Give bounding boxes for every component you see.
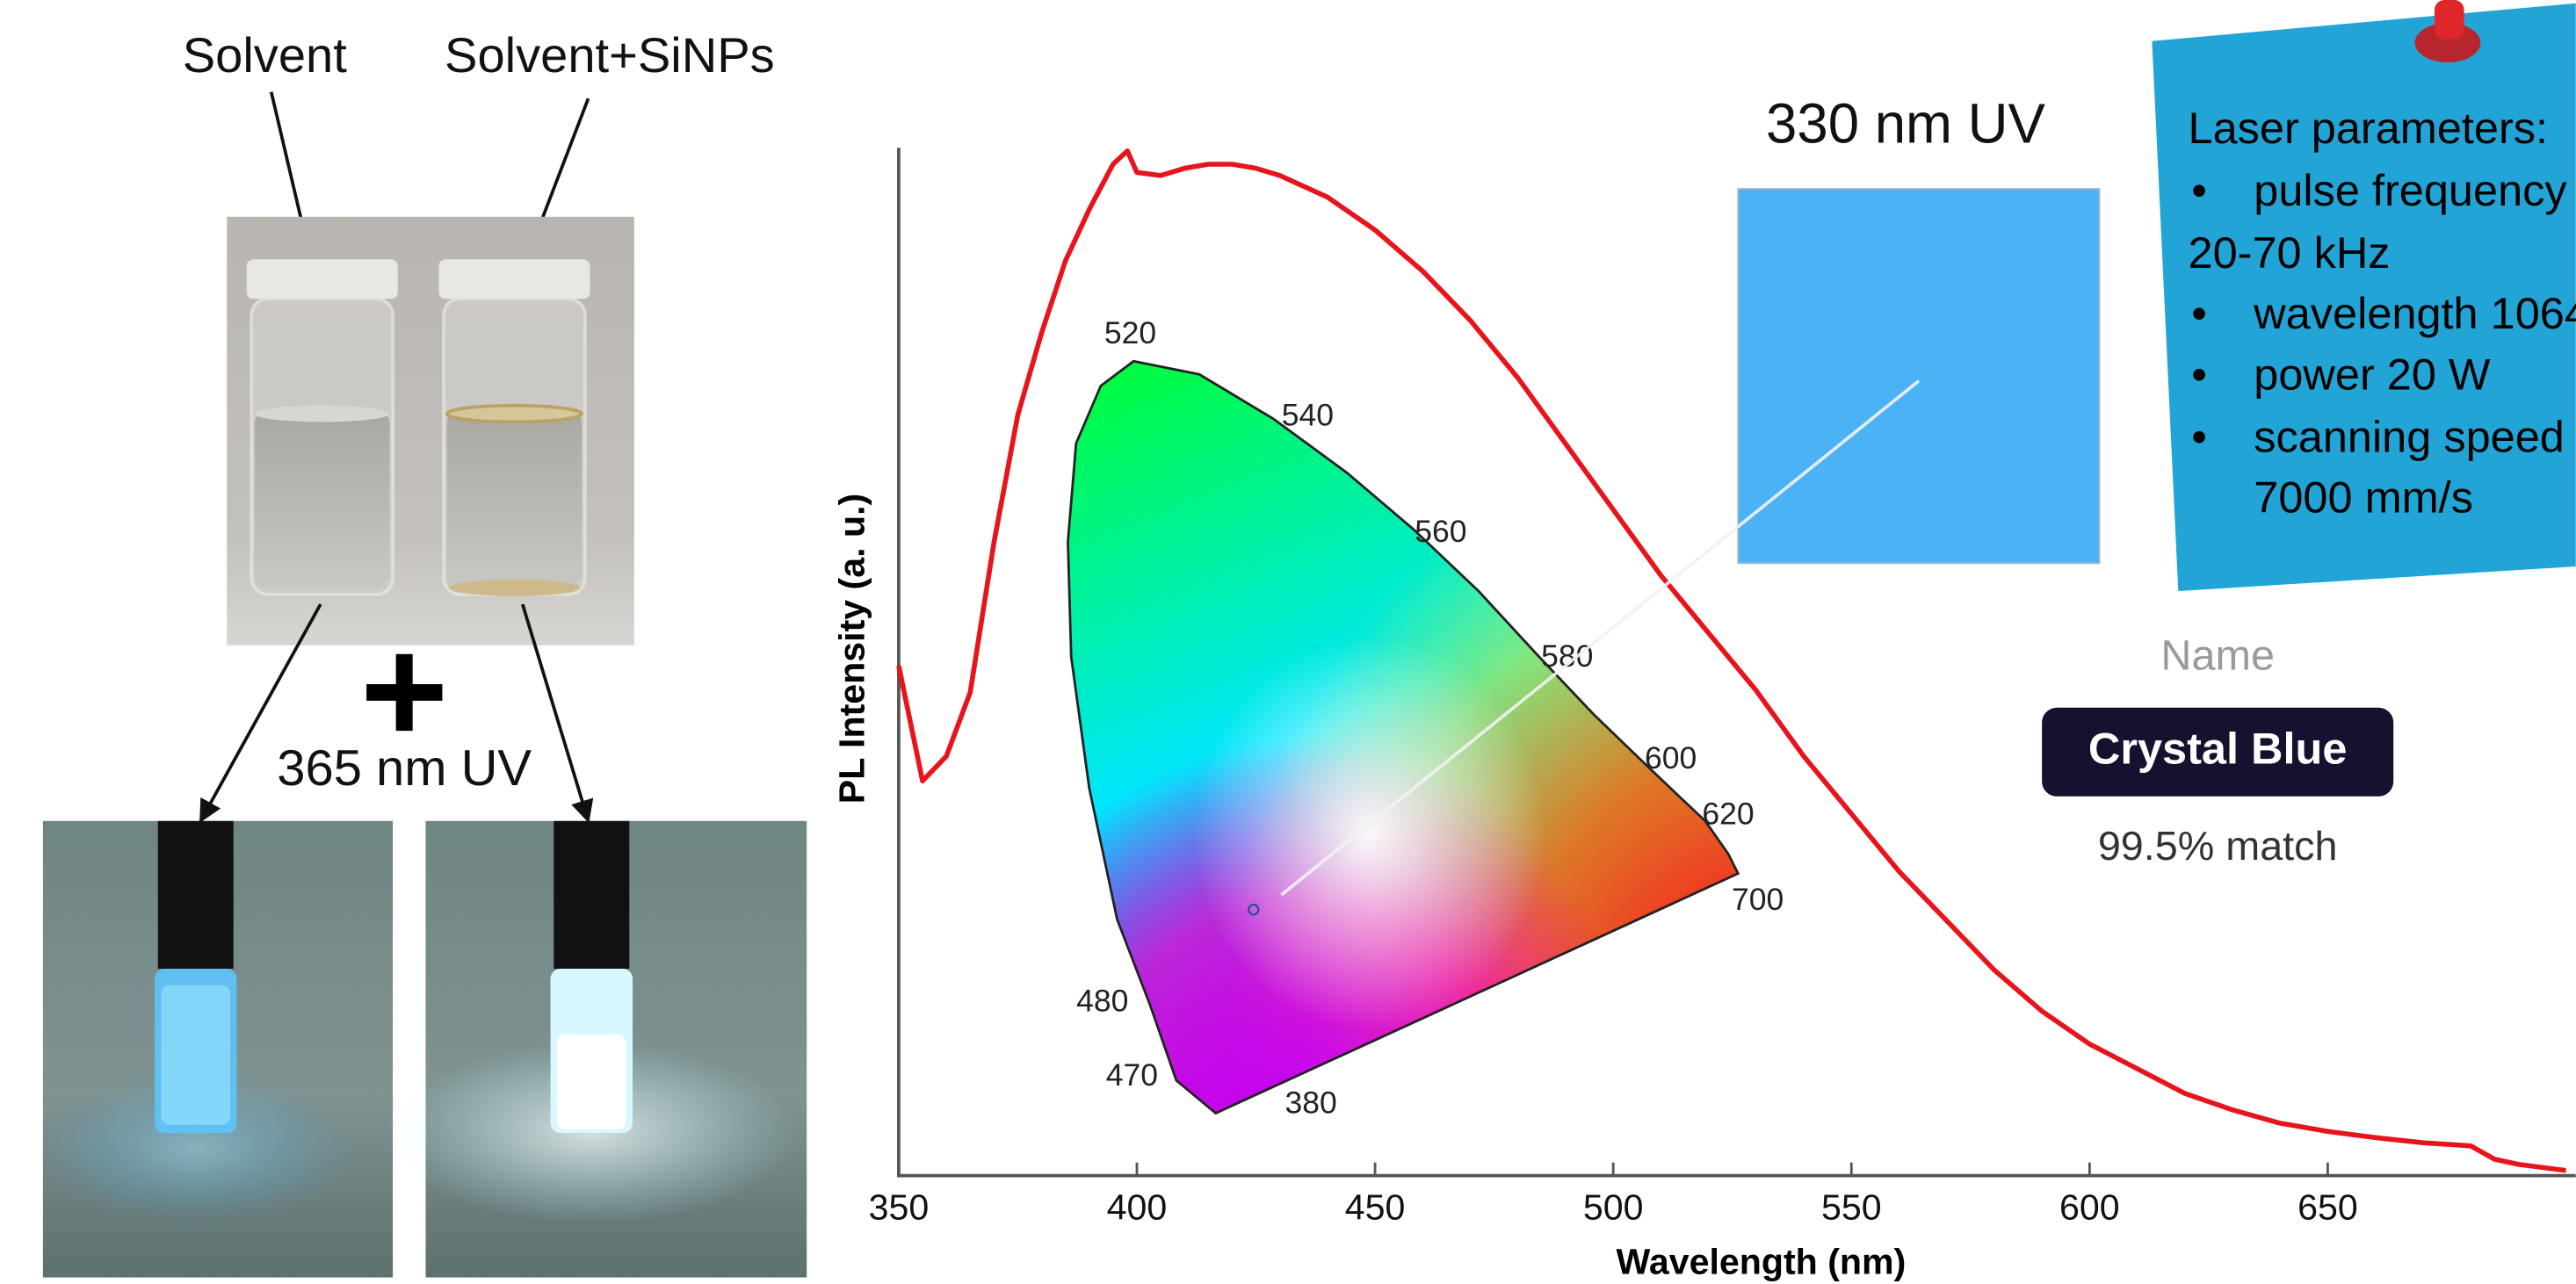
bullet: •	[2191, 349, 2207, 399]
color-match: Name Crystal Blue 99.5% match	[2042, 632, 2394, 869]
note-line: power 20 W	[2254, 349, 2491, 399]
sticky-note: Laser parameters: • pulse frequency 20-7…	[2152, 0, 2576, 592]
arrow	[199, 603, 322, 824]
match-badge	[2042, 707, 2394, 797]
connector-line	[1280, 379, 1921, 897]
uv-inset: 330 nm UV	[1280, 93, 2101, 897]
lamp	[157, 820, 234, 970]
match-score: 99.5% match	[2098, 823, 2338, 869]
vial	[246, 259, 398, 596]
x-tick-label: 550	[1821, 1187, 1882, 1228]
x-tick-label: 400	[1107, 1187, 1168, 1228]
photo-panel: Solvent Solvent+SiNPs + 365 nm UV	[40, 27, 807, 1278]
cie-label: 540	[1282, 397, 1334, 432]
plus-sign: +	[360, 607, 448, 775]
spectrum-chart: PL Intensity (a. u.) Wavelength (nm) 350…	[831, 148, 2576, 1281]
cie-label: 700	[1732, 882, 1784, 917]
pin	[2414, 23, 2481, 63]
x-tick-label: 600	[2059, 1187, 2120, 1228]
bullet: •	[2191, 411, 2207, 461]
note-line: 7000 mm/s	[2254, 472, 2473, 523]
match-name: Crystal Blue	[2088, 724, 2348, 774]
color-point	[1248, 904, 1260, 916]
x-axis-label: Wavelength (nm)	[1617, 1241, 1907, 1281]
note-paper	[2152, 3, 2576, 592]
x-tick-label: 450	[1345, 1187, 1406, 1228]
note-heading: Laser parameters:	[2189, 103, 2549, 153]
spectrum-line	[896, 148, 2566, 1173]
cie-label: 470	[1106, 1057, 1158, 1093]
cie-label: 560	[1415, 514, 1466, 549]
cie-label: 580	[1541, 638, 1593, 674]
cie-label: 620	[1702, 797, 1754, 832]
photo-label: Solvent+SiNPs	[445, 27, 775, 83]
cie-label: 600	[1645, 740, 1697, 775]
inset-title: 330 nm UV	[1766, 93, 2046, 155]
vial	[438, 259, 590, 596]
cie-label: 380	[1285, 1086, 1337, 1121]
x-tick-label: 500	[1583, 1187, 1644, 1228]
bullet: •	[2191, 288, 2207, 338]
cie-label: 520	[1104, 315, 1156, 350]
x-tick-label: 350	[869, 1187, 930, 1228]
note-line: 20-70 kHz	[2189, 227, 2391, 278]
uv-label: 365 nm UV	[277, 740, 532, 797]
photo-label: Solvent	[183, 27, 347, 83]
note-line: wavelength 1064 nm	[2253, 288, 2576, 338]
y-axis-label: PL Intensity (a. u.)	[831, 494, 872, 804]
note-line: pulse frequency	[2254, 165, 2567, 215]
cie-diagram: 520 540 560 580 600 620 700 480 470 380	[1067, 315, 1784, 1121]
lamp	[554, 820, 630, 970]
bullet: •	[2191, 165, 2207, 215]
color-swatch	[1737, 188, 2101, 565]
note-line: scanning speed	[2254, 411, 2565, 461]
match-label: Name	[2160, 632, 2275, 680]
arrow	[520, 603, 594, 824]
cie-label: 480	[1076, 984, 1128, 1019]
x-tick-label: 650	[2297, 1187, 2358, 1228]
